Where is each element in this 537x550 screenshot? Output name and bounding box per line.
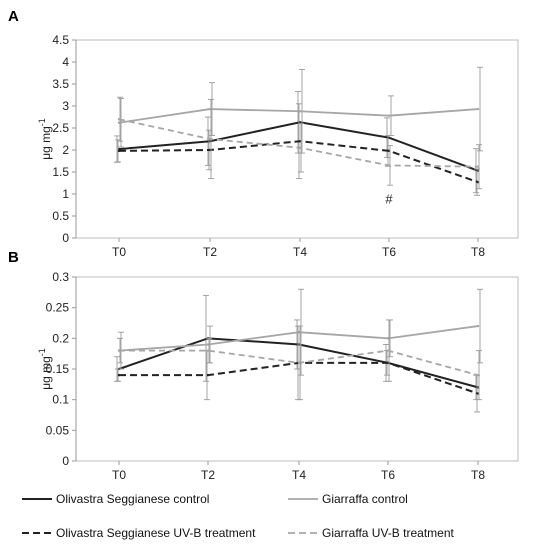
legend-item: Giarraffa control	[288, 492, 408, 506]
series-line	[118, 108, 479, 124]
data-point	[117, 373, 121, 377]
y-tick-label: 0.25	[46, 301, 70, 315]
data-point	[206, 373, 210, 377]
x-tick-label: T8	[471, 468, 485, 482]
x-tick-label: T6	[381, 468, 395, 482]
legend-item: Olivastra Seggianese control	[22, 492, 209, 506]
y-tick-label: 0.2	[52, 331, 69, 345]
x-tick-label: T6	[382, 245, 396, 259]
data-point	[476, 373, 480, 377]
y-tick-label: 0.3	[52, 270, 69, 284]
y-tick-label: 0	[62, 454, 69, 468]
data-point	[297, 361, 301, 365]
y-tick-label: 2.5	[52, 121, 69, 135]
x-tick-label: T4	[293, 245, 307, 259]
y-tick-label: 1	[62, 187, 69, 201]
legend-label: Giarraffa control	[322, 492, 408, 506]
panel-b: B 0 0.05 0.1 0.15 0.2 0.25 0.3 T0 T2 T4 T6 T8 μg mg-1	[8, 249, 519, 482]
series-line	[118, 325, 479, 352]
y-tick-label: 0.05	[46, 423, 70, 437]
data-point	[117, 349, 121, 352]
x-tick-label: T8	[471, 245, 485, 259]
y-tick-label: 3	[62, 99, 69, 113]
y-tick-label: 2	[62, 143, 69, 157]
y-tick-label: 4	[62, 55, 69, 69]
y-tick-label: 0.15	[46, 362, 70, 376]
series-line	[118, 118, 479, 168]
y-tick-label: 0	[62, 231, 69, 245]
legend-label: Giarraffa UV-B treatment	[322, 526, 454, 540]
y-axis-label: μg mg-1	[37, 118, 53, 160]
x-tick-label: T4	[292, 468, 306, 482]
annotation-mark: #	[385, 191, 393, 206]
data-point	[476, 107, 480, 111]
legend-label: Olivastra Seggianese UV-B treatment	[56, 526, 256, 540]
series-1	[114, 91, 480, 194]
x-tick-label: T2	[203, 245, 217, 259]
error-bar	[477, 66, 483, 152]
legend-label: Olivastra Seggianese control	[56, 492, 209, 506]
series-line	[119, 361, 479, 395]
y-tick-label: 1.5	[52, 165, 69, 179]
x-tick-label: T0	[112, 245, 126, 259]
series-4	[117, 319, 482, 401]
data-point	[208, 137, 212, 141]
y-tick-label: 0.1	[52, 393, 69, 407]
y-axis-label: μg mg-1	[37, 348, 53, 390]
legend-item: Olivastra Seggianese UV-B treatment	[22, 526, 256, 540]
data-point	[387, 114, 391, 117]
plot-frame	[75, 39, 519, 239]
y-tick-label: 3.5	[52, 77, 69, 91]
data-point	[117, 118, 121, 121]
x-tick-label: T0	[112, 468, 126, 482]
data-point	[117, 149, 121, 153]
x-tick-label: T2	[201, 468, 215, 482]
series-3	[115, 103, 480, 196]
panel-letter: A	[8, 8, 19, 25]
data-point	[387, 164, 391, 167]
data-point	[298, 146, 302, 149]
data-point	[476, 165, 480, 168]
series-4	[117, 96, 482, 190]
y-tick-label: 0.5	[52, 209, 69, 223]
data-point	[476, 324, 480, 328]
data-point	[206, 349, 210, 352]
legend-item: Giarraffa UV-B treatment	[288, 526, 454, 540]
panel-letter: B	[8, 249, 19, 266]
data-point	[386, 349, 390, 352]
y-tick-label: 4.5	[52, 33, 69, 47]
panel-a: A 0 0.5 1 1.5 2 2.5 3 3.5 4 4.5 T0 T2 T4 T6 T8 μg mg-1 #	[8, 8, 519, 259]
legend: Olivastra Seggianese control Giarraffa co…	[22, 492, 454, 540]
